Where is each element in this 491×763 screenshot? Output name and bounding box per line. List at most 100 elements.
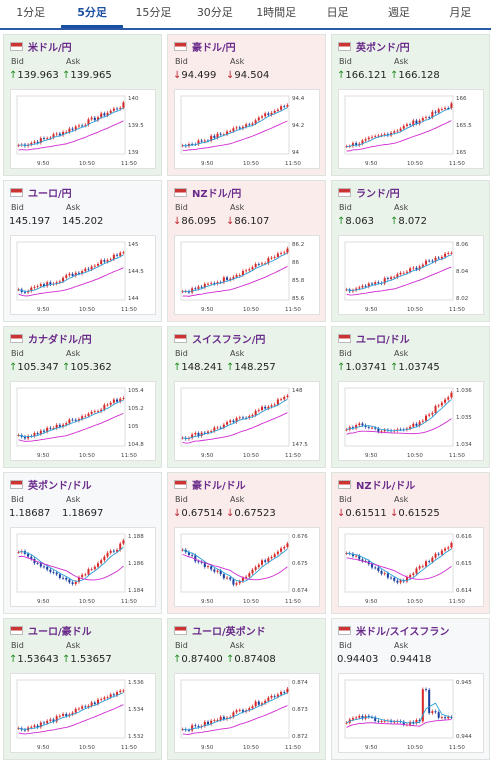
pair-name[interactable]: NZドル/円 bbox=[192, 189, 242, 200]
candle bbox=[241, 271, 244, 276]
flag-icon bbox=[10, 480, 23, 489]
pair-name[interactable]: ユーロ/英ポンド bbox=[192, 627, 266, 638]
pair-name[interactable]: 豪ドル/ドル bbox=[192, 481, 246, 492]
candle bbox=[399, 272, 402, 275]
pair-name[interactable]: 豪ドル/円 bbox=[192, 43, 236, 54]
candle bbox=[62, 277, 65, 282]
mini-chart[interactable]: 105.4 105.2 105 104.8 9:50 10:50 11:50 bbox=[10, 381, 156, 461]
candle bbox=[447, 108, 450, 109]
tab-4[interactable]: 1時間足 bbox=[256, 6, 297, 19]
tab-1[interactable]: 5分足 bbox=[61, 0, 123, 28]
rate-card[interactable]: 英ポンド/ドル Bid Ask 1.18687 1.18697 1.188 1.186 1.1… bbox=[3, 472, 162, 614]
tab-6[interactable]: 週足 bbox=[387, 6, 410, 19]
bid-label: Bid bbox=[175, 203, 188, 212]
y-tick-label: 1.186 bbox=[128, 561, 144, 567]
arrow-down-icon: ↓ bbox=[226, 70, 235, 81]
mini-chart[interactable]: 0.874 0.873 0.872 9:50 10:50 11:50 bbox=[174, 673, 320, 753]
rate-card[interactable]: 豪ドル/ドル Bid Ask ↓0.67514 ↓0.67523 0.676 0.675 0.… bbox=[167, 472, 326, 614]
pair-name[interactable]: ユーロ/円 bbox=[28, 189, 72, 200]
mini-chart[interactable]: 0.676 0.675 0.674 9:50 10:50 11:50 bbox=[174, 527, 320, 607]
flag-icon bbox=[174, 188, 187, 197]
candle bbox=[68, 419, 71, 424]
rate-card[interactable]: 英ポンド/円 Bid Ask ↑166.121 ↑166.128 166 165.5 165 9… bbox=[331, 34, 490, 176]
candle bbox=[450, 103, 453, 109]
mini-chart[interactable]: 148 147.5 9:50 10:50 11:50 bbox=[174, 381, 320, 461]
candle bbox=[421, 689, 424, 722]
mini-chart[interactable]: 94.4 94.2 94 9:50 10:50 11:50 bbox=[174, 89, 320, 169]
candle bbox=[90, 702, 93, 706]
candle bbox=[280, 691, 283, 695]
pair-name[interactable]: スイスフラン/円 bbox=[192, 335, 266, 346]
rate-card[interactable]: ユーロ/ドル Bid Ask ↑1.03741 ↑1.03745 1.036 1.035 1.… bbox=[331, 326, 490, 468]
tab-0[interactable]: 1分足 bbox=[16, 6, 46, 19]
candle bbox=[260, 560, 264, 565]
candle bbox=[232, 276, 235, 279]
pair-name[interactable]: 米ドル/スイスフラン bbox=[356, 627, 450, 638]
ask-label: Ask bbox=[394, 57, 409, 66]
mini-chart[interactable]: 0.945 0.944 9:50 10:50 11:50 bbox=[338, 673, 484, 753]
rate-card[interactable]: ユーロ/英ポンド Bid Ask ↑0.87400 ↑0.87408 0.874 0.873… bbox=[167, 618, 326, 760]
candle bbox=[260, 703, 264, 705]
mini-chart[interactable]: 0.616 0.615 0.614 9:50 10:50 11:50 bbox=[338, 527, 484, 607]
candle bbox=[267, 558, 270, 562]
bid-value: ↑0.87400 bbox=[173, 654, 223, 665]
mini-chart[interactable]: 1.036 1.035 1.034 9:50 10:50 11:50 bbox=[338, 381, 484, 461]
tab-3[interactable]: 30分足 bbox=[196, 6, 233, 19]
mini-chart[interactable]: 8.06 8.04 8.02 9:50 10:50 11:50 bbox=[338, 235, 484, 315]
rate-card[interactable]: カナダドル/円 Bid Ask ↑105.347 ↑105.362 105.4 105.2 1… bbox=[3, 326, 162, 468]
candlestick-chart: 0.945 0.944 9:50 10:50 11:50 bbox=[344, 679, 472, 751]
bid-label: Bid bbox=[11, 57, 24, 66]
pair-name[interactable]: ランド/円 bbox=[356, 189, 400, 200]
tab-7[interactable]: 月足 bbox=[449, 6, 472, 19]
mini-chart[interactable]: 1.188 1.186 1.184 9:50 10:50 11:50 bbox=[10, 527, 156, 607]
candle bbox=[87, 413, 90, 416]
pair-name[interactable]: 英ポンド/円 bbox=[356, 43, 410, 54]
x-tick-label: 9:50 bbox=[37, 307, 50, 313]
rate-card[interactable]: 米ドル/スイスフラン Bid Ask 0.94403 0.94418 0.945 0.944… bbox=[331, 618, 490, 760]
candle bbox=[383, 429, 386, 432]
mini-chart[interactable]: 140 139.5 139 9:50 10:50 11:50 bbox=[10, 89, 156, 169]
arrow-up-icon: ↑ bbox=[9, 70, 18, 81]
bid-value: ↑139.963 bbox=[9, 70, 59, 81]
candle bbox=[81, 271, 84, 274]
rate-card[interactable]: 米ドル/円 Bid Ask ↑139.963 ↑139.965 140 139.5 139 9:… bbox=[3, 34, 162, 176]
candle bbox=[370, 564, 374, 568]
mini-chart[interactable]: 166 165.5 165 9:50 10:50 11:50 bbox=[338, 89, 484, 169]
mini-chart[interactable]: 86.2 86 85.8 85.6 9:50 10:50 11:50 bbox=[174, 235, 320, 315]
candle bbox=[232, 420, 235, 423]
pair-name[interactable]: ユーロ/豪ドル bbox=[28, 627, 92, 638]
pair-name[interactable]: 英ポンド/ドル bbox=[28, 481, 92, 492]
x-tick-label: 10:50 bbox=[407, 307, 423, 313]
flag-icon bbox=[174, 42, 187, 51]
rate-card[interactable]: NZドル/円 Bid Ask ↓86.095 ↓86.107 86.2 86 85.8 85.6… bbox=[167, 180, 326, 322]
pair-name[interactable]: カナダドル/円 bbox=[28, 335, 92, 346]
candle bbox=[39, 563, 42, 567]
candlestick-chart: 0.616 0.615 0.614 9:50 10:50 11:50 bbox=[344, 533, 472, 605]
x-tick-label: 10:50 bbox=[243, 745, 259, 751]
candle bbox=[112, 550, 115, 552]
tab-5[interactable]: 日足 bbox=[326, 6, 349, 19]
ma-short-line bbox=[346, 107, 452, 147]
x-tick-label: 10:50 bbox=[243, 599, 259, 605]
rate-card[interactable]: スイスフラン/円 Bid Ask ↑148.241 ↑148.257 148 147.5 9:… bbox=[167, 326, 326, 468]
candle bbox=[46, 427, 49, 432]
rate-card[interactable]: ランド/円 Bid Ask ↑8.063 ↑8.072 8.06 8.04 8.02 9:50 1… bbox=[331, 180, 490, 322]
candle bbox=[377, 135, 380, 137]
pair-name[interactable]: ユーロ/ドル bbox=[356, 335, 410, 346]
rate-card[interactable]: ユーロ/円 Bid Ask 145.197 145.202 145 144.5 144 9:50… bbox=[3, 180, 162, 322]
tab-2[interactable]: 15分足 bbox=[135, 6, 172, 19]
rate-card[interactable]: ユーロ/豪ドル Bid Ask ↑1.53643 ↑1.53657 1.536 1.534 1… bbox=[3, 618, 162, 760]
candle bbox=[112, 254, 115, 260]
ask-value: ↓0.67523 bbox=[226, 508, 276, 519]
pair-name[interactable]: NZドル/ドル bbox=[356, 481, 416, 492]
bid-label: Bid bbox=[339, 57, 352, 66]
pair-name[interactable]: 米ドル/円 bbox=[28, 43, 72, 54]
mini-chart[interactable]: 1.536 1.534 1.532 9:50 10:50 11:50 bbox=[10, 673, 156, 753]
mini-chart[interactable]: 145 144.5 144 9:50 10:50 11:50 bbox=[10, 235, 156, 315]
rate-card[interactable]: 豪ドル/円 Bid Ask ↓94.499 ↓94.504 94.4 94.2 94 9:50 1… bbox=[167, 34, 326, 176]
rate-card[interactable]: NZドル/ドル Bid Ask ↓0.61511 ↓0.61525 0.616 0.615 0… bbox=[331, 472, 490, 614]
candle bbox=[229, 577, 232, 580]
candle bbox=[210, 431, 213, 432]
ma-short-line bbox=[182, 398, 288, 439]
candle bbox=[355, 555, 358, 557]
